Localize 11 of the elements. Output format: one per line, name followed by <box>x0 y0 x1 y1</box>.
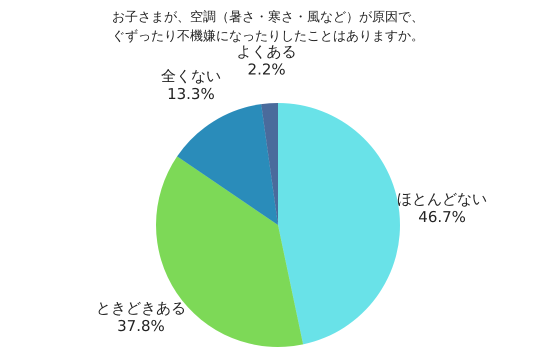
data-label: 2.2% <box>248 60 286 78</box>
slice-label: ときどきある <box>96 298 186 317</box>
pie-slice <box>261 103 278 225</box>
slice-label: よくある <box>236 42 297 60</box>
slice-label: ほとんどない <box>397 190 488 208</box>
chart-title: お子さまが、空調（暑さ・寒さ・風など）が原因で、ぐずったり不機嫌になったりしたことはありますか。 <box>112 9 424 44</box>
pie-slice <box>177 104 278 225</box>
data-label: 13.3% <box>167 84 215 103</box>
data-label: 37.8% <box>117 316 165 335</box>
slice-label: 全くない <box>160 66 221 85</box>
data-label: 46.7% <box>418 208 466 226</box>
